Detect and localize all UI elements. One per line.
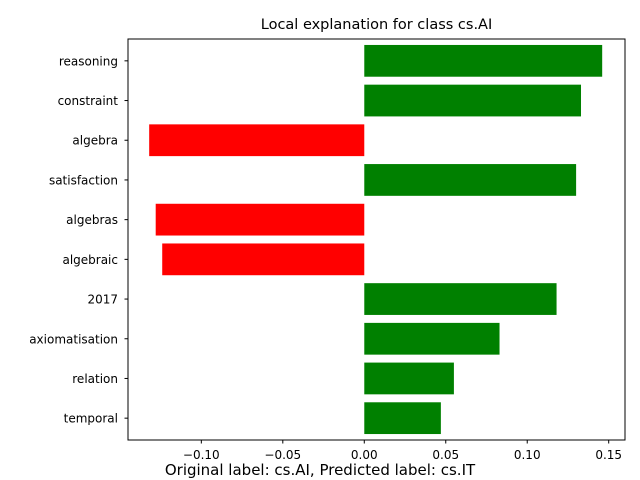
- bar-algebra: [149, 124, 365, 157]
- bar-2017: [364, 283, 557, 315]
- bars-group: [149, 44, 603, 435]
- y-tick-label: algebra: [72, 134, 118, 148]
- x-tick-label: −0.10: [183, 448, 220, 462]
- y-tick-label: algebras: [66, 213, 118, 227]
- x-tick-label: 0.05: [432, 448, 459, 462]
- x-tick-label: 0.15: [595, 448, 622, 462]
- bar-axiomatisation: [364, 322, 500, 355]
- bar-constraint: [364, 84, 582, 117]
- x-tick-label: −0.05: [264, 448, 301, 462]
- y-axis-ticks: reasoning constraint algebra satisfaction al…: [29, 54, 128, 426]
- bar-temporal: [364, 402, 441, 435]
- plot-frame: [127, 38, 626, 441]
- y-tick-label: relation: [72, 372, 118, 386]
- y-tick-label: reasoning: [59, 54, 118, 68]
- y-tick-label: constraint: [58, 94, 119, 108]
- bar-algebraic: [162, 243, 365, 276]
- y-tick-label: temporal: [64, 412, 118, 426]
- y-tick-label: satisfaction: [49, 173, 118, 187]
- x-tick-label: 0.00: [351, 448, 378, 462]
- y-tick-label: 2017: [87, 293, 118, 307]
- bar-algebras: [155, 203, 365, 236]
- bar-relation: [364, 362, 454, 395]
- bar-reasoning: [364, 44, 603, 77]
- y-tick-label: axiomatisation: [29, 332, 118, 346]
- x-axis-ticks: −0.10 −0.05 0.00 0.05 0.10 0.15: [183, 440, 622, 462]
- prediction-caption: Original label: cs.AI, Predicted label: …: [165, 461, 476, 479]
- x-tick-label: 0.10: [514, 448, 541, 462]
- bar-satisfaction: [364, 164, 577, 196]
- chart-title: Local explanation for class cs.AI: [261, 17, 493, 33]
- y-tick-label: algebraic: [62, 253, 118, 267]
